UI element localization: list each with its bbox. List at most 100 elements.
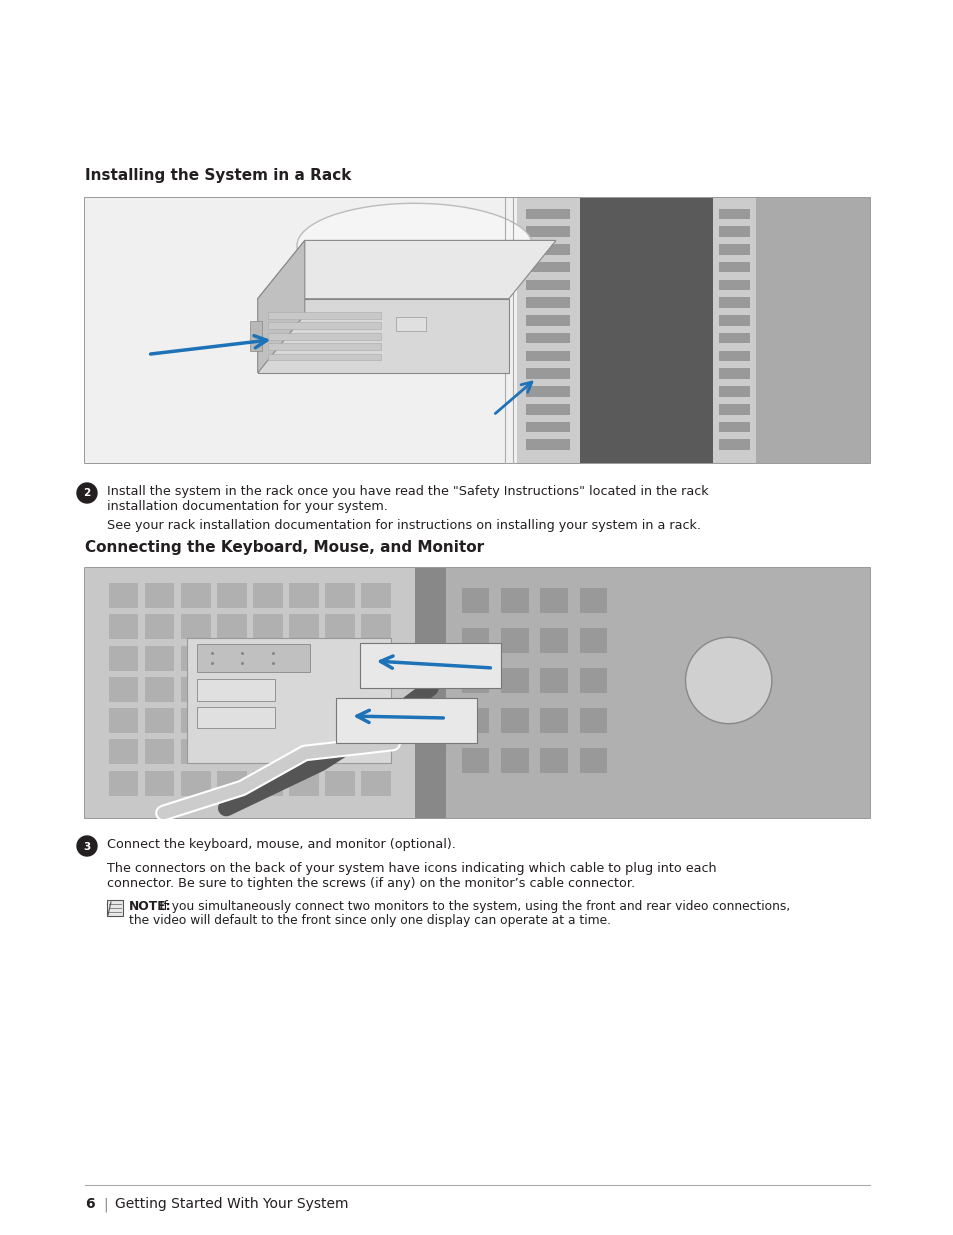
Bar — [197, 706, 274, 727]
Bar — [526, 279, 570, 290]
Bar — [526, 209, 570, 219]
Bar — [268, 322, 380, 329]
Text: the video will default to the front since only one display can operate at a time: the video will default to the front sinc… — [129, 914, 610, 927]
Bar — [250, 321, 261, 351]
Bar — [325, 740, 355, 764]
Bar — [253, 583, 282, 608]
Bar — [719, 209, 749, 219]
Bar — [197, 645, 309, 672]
Bar — [719, 368, 749, 379]
Bar — [578, 748, 606, 773]
Bar — [289, 708, 318, 734]
Bar — [719, 351, 749, 362]
Circle shape — [685, 637, 771, 724]
Bar — [109, 583, 138, 608]
Bar — [756, 198, 869, 463]
Bar — [719, 440, 749, 450]
Bar — [145, 614, 174, 640]
Bar — [325, 677, 355, 701]
Text: If you simultaneously connect two monitors to the system, using the front and re: If you simultaneously connect two monito… — [156, 900, 790, 913]
Bar — [461, 708, 489, 734]
Bar — [335, 698, 477, 743]
Bar — [289, 646, 318, 671]
Bar — [187, 638, 391, 763]
Bar — [216, 740, 247, 764]
Text: |: | — [103, 1197, 108, 1212]
Bar — [719, 421, 749, 432]
Bar — [109, 708, 138, 734]
Bar — [253, 614, 282, 640]
Bar — [145, 771, 174, 795]
Bar — [216, 677, 247, 701]
Text: Install the system in the rack once you have read the "Safety Instructions" loca: Install the system in the rack once you … — [107, 485, 708, 498]
Bar — [359, 643, 500, 688]
Bar — [289, 583, 318, 608]
Circle shape — [77, 483, 97, 503]
Bar — [461, 588, 489, 613]
Bar — [712, 198, 756, 463]
Bar — [325, 614, 355, 640]
Text: See your rack installation documentation for instructions on installing your sys: See your rack installation documentation… — [107, 519, 700, 532]
Bar — [180, 583, 211, 608]
Bar — [526, 368, 570, 379]
Bar — [268, 343, 380, 350]
Bar — [539, 668, 567, 693]
Bar — [85, 568, 869, 818]
Bar — [180, 771, 211, 795]
Bar — [325, 583, 355, 608]
Bar — [325, 708, 355, 734]
Circle shape — [77, 836, 97, 856]
Bar — [180, 740, 211, 764]
Polygon shape — [257, 241, 556, 299]
Text: installation documentation for your system.: installation documentation for your syst… — [107, 500, 388, 513]
Bar — [180, 677, 211, 701]
Bar — [719, 298, 749, 308]
Bar — [109, 677, 138, 701]
Bar — [145, 677, 174, 701]
Bar — [180, 708, 211, 734]
Bar — [361, 740, 391, 764]
Bar — [325, 771, 355, 795]
Bar — [289, 740, 318, 764]
Bar — [526, 387, 570, 396]
Bar — [461, 629, 489, 653]
Bar — [461, 748, 489, 773]
Bar — [526, 226, 570, 237]
Bar — [85, 198, 517, 463]
Bar — [719, 226, 749, 237]
Bar — [216, 583, 247, 608]
Bar — [361, 614, 391, 640]
Bar — [578, 708, 606, 734]
Bar — [526, 440, 570, 450]
Bar — [719, 279, 749, 290]
Bar — [719, 404, 749, 415]
Text: 3: 3 — [83, 841, 91, 851]
Bar — [145, 646, 174, 671]
Ellipse shape — [296, 204, 532, 288]
Bar — [361, 583, 391, 608]
Bar — [109, 646, 138, 671]
Bar — [526, 315, 570, 326]
Bar — [216, 614, 247, 640]
Bar — [539, 748, 567, 773]
Bar — [500, 588, 528, 613]
Bar — [145, 708, 174, 734]
Bar — [526, 298, 570, 308]
Bar — [539, 629, 567, 653]
Bar — [325, 646, 355, 671]
Bar — [85, 198, 869, 463]
Bar — [526, 333, 570, 343]
Bar — [361, 771, 391, 795]
Bar — [500, 629, 528, 653]
Bar — [719, 245, 749, 254]
Bar — [197, 679, 274, 700]
Bar — [289, 677, 318, 701]
Bar — [289, 614, 318, 640]
Bar — [526, 421, 570, 432]
Bar — [578, 198, 712, 463]
Bar — [578, 668, 606, 693]
Bar — [109, 771, 138, 795]
Bar — [85, 568, 415, 818]
Bar — [253, 646, 282, 671]
Bar — [253, 708, 282, 734]
